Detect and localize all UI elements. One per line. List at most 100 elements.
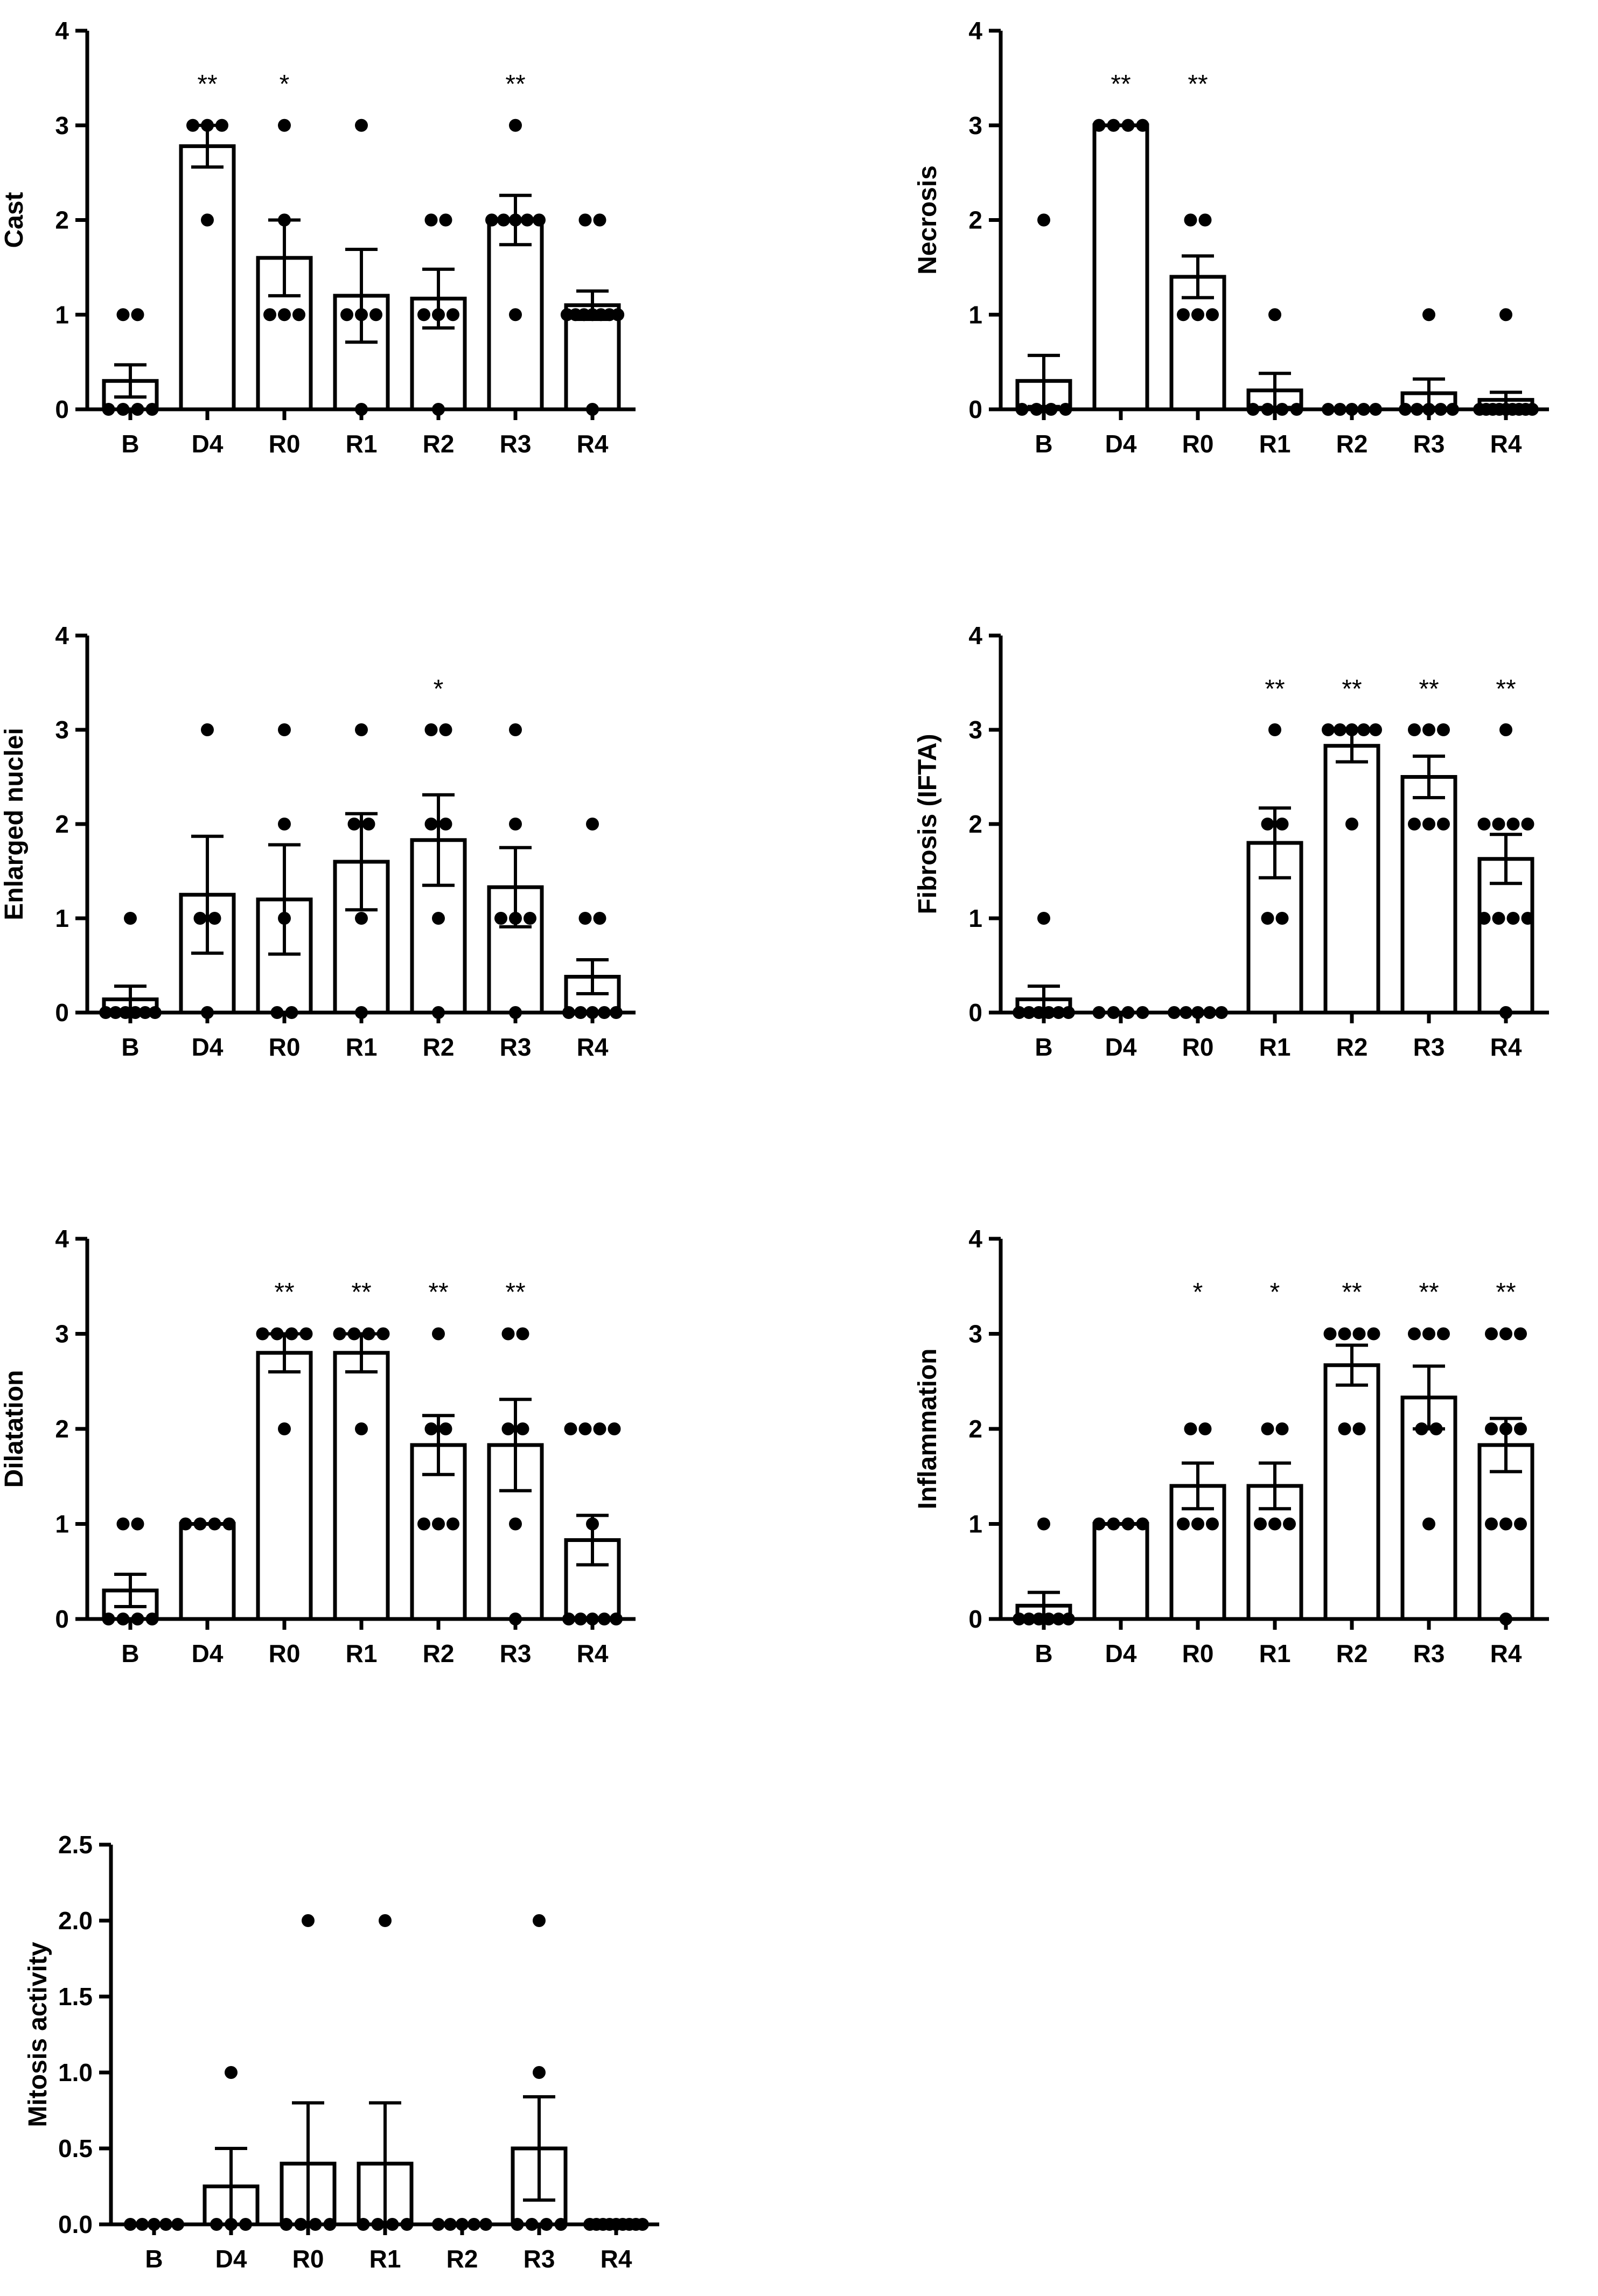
data-point	[292, 308, 305, 322]
data-point	[1206, 1517, 1219, 1531]
category-label: R4	[1490, 1639, 1522, 1667]
data-point	[1261, 1422, 1274, 1435]
data-point	[208, 1517, 221, 1531]
y-tick-label: 4	[55, 17, 69, 45]
category-label: D4	[1105, 430, 1137, 458]
data-point	[278, 1422, 291, 1435]
data-point	[369, 308, 382, 322]
data-point	[355, 308, 368, 322]
significance-marker: *	[1270, 1278, 1280, 1307]
data-point	[1422, 1517, 1435, 1531]
data-point	[1477, 818, 1491, 831]
y-tick-label: 3	[968, 716, 982, 744]
data-point	[278, 912, 291, 925]
category-label: R0	[269, 430, 301, 458]
data-point	[1408, 818, 1421, 831]
y-axis-label: Enlarged nuclei	[0, 728, 29, 920]
significance-marker: **	[1496, 1278, 1516, 1307]
data-point	[285, 1327, 298, 1341]
data-point	[1107, 1517, 1120, 1531]
category-label: B	[121, 1639, 139, 1667]
chart-panel-enlarged-nuclei: 0 1 2 3 4 Enlarged nuclei B D4 R0 R1 R2 * R3 R4	[0, 622, 636, 1061]
data-point	[1323, 1327, 1337, 1341]
data-point	[186, 118, 199, 132]
chart-panel-mitosis-activity: 0.0 0.5 1.0 1.5 2.0 2.5 Mitosis activity B D4 R0 R…	[24, 1831, 659, 2273]
data-point	[1521, 912, 1534, 925]
category-label: B	[1035, 430, 1052, 458]
data-point	[586, 1517, 599, 1531]
data-point	[509, 912, 522, 925]
y-tick-label: 0	[968, 1605, 982, 1633]
bar	[1400, 1395, 1457, 1621]
y-tick-label: 1	[55, 1510, 69, 1538]
data-point	[201, 118, 214, 132]
data-point	[533, 213, 546, 227]
y-tick-label: 2	[968, 206, 982, 234]
significance-marker: *	[434, 675, 444, 703]
data-point	[124, 912, 137, 925]
data-point	[439, 1422, 452, 1435]
chart-panel-necrosis: 0 1 2 3 4 Necrosis B D4 ** R0 ** R1 R2 R3 R4	[913, 17, 1549, 458]
data-point	[347, 818, 361, 831]
data-point	[116, 308, 130, 322]
category-label: B	[121, 1033, 139, 1061]
significance-marker: *	[280, 70, 290, 99]
data-point	[1437, 723, 1450, 736]
data-point	[193, 1517, 207, 1531]
y-tick-label: 4	[968, 17, 982, 45]
data-point	[1268, 1517, 1281, 1531]
data-point	[432, 1517, 445, 1531]
significance-marker: **	[351, 1278, 371, 1307]
data-point	[1184, 1422, 1197, 1435]
y-tick-label: 2	[55, 1415, 69, 1443]
data-point	[1268, 308, 1281, 322]
data-point	[179, 1517, 192, 1531]
data-point	[1107, 118, 1120, 132]
data-point	[533, 2066, 546, 2079]
data-point	[131, 308, 144, 322]
category-label: R2	[423, 1639, 455, 1667]
data-point	[270, 1327, 284, 1341]
data-point	[1261, 912, 1274, 925]
data-point	[533, 1914, 546, 1927]
category-label: R4	[577, 1033, 609, 1061]
category-label: R3	[500, 1033, 532, 1061]
data-point	[215, 118, 228, 132]
y-tick-label: 0	[968, 999, 982, 1027]
data-point	[524, 912, 536, 925]
data-point	[417, 1517, 430, 1531]
data-point	[521, 213, 534, 227]
bar	[256, 1351, 313, 1621]
category-label: R1	[346, 430, 378, 458]
category-label: R2	[423, 1033, 455, 1061]
data-point	[1338, 1327, 1351, 1341]
category-label: R3	[1413, 1033, 1445, 1061]
y-tick-label: 1	[55, 301, 69, 329]
data-point	[501, 1327, 515, 1341]
data-point	[424, 213, 438, 227]
data-point	[509, 118, 522, 132]
data-point	[578, 213, 592, 227]
y-tick-label: 4	[55, 1225, 69, 1253]
y-axis-label: Necrosis	[913, 165, 942, 275]
data-point	[439, 723, 452, 736]
category-label: R1	[1259, 1639, 1291, 1667]
data-point	[593, 213, 606, 227]
data-point	[497, 213, 510, 227]
data-point	[494, 912, 507, 925]
data-point	[340, 308, 353, 322]
data-point	[1268, 723, 1281, 736]
data-point	[1369, 723, 1382, 736]
chart-panel-fibrosis-ifta-: 0 1 2 3 4 Fibrosis (IFTA) B D4 R0 R1 ** R2 ** R3 ** R4 *…	[913, 622, 1549, 1061]
data-point	[432, 912, 445, 925]
category-label: D4	[192, 1033, 224, 1061]
data-point	[509, 723, 522, 736]
significance-marker: **	[1188, 70, 1208, 99]
data-point	[333, 1327, 346, 1341]
category-label: B	[1035, 1033, 1052, 1061]
data-point	[1121, 1517, 1135, 1531]
data-point	[347, 1327, 361, 1341]
y-tick-label: 0	[968, 395, 982, 423]
y-tick-label: 2	[968, 1415, 982, 1443]
y-axis-label: Mitosis activity	[24, 1942, 52, 2127]
